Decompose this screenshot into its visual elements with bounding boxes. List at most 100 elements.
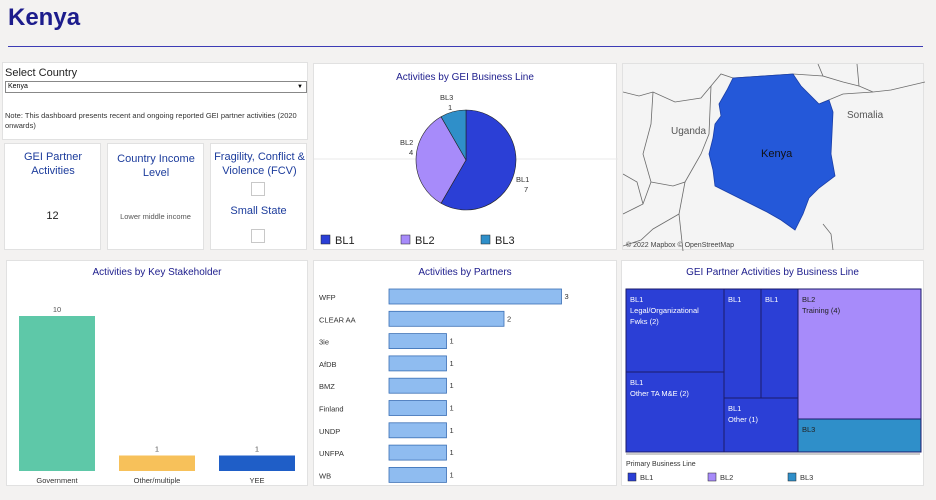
treemap-cell-other[interactable] — [723, 397, 799, 453]
partner-value-label: 1 — [450, 470, 454, 479]
stakeholder-category-label: Other/multiple — [134, 476, 181, 485]
stakeholder-category-label: Government — [36, 476, 78, 485]
partner-bar[interactable] — [388, 288, 562, 305]
partner-bar[interactable] — [388, 422, 447, 439]
kenya-region[interactable] — [708, 73, 836, 231]
pie-value-bl2: 4 — [409, 148, 413, 157]
treemap-text: BL1 — [765, 295, 778, 304]
pie-label-bl2: BL2 — [400, 138, 413, 147]
pie-value-bl3: 1 — [448, 103, 452, 112]
stakeholder-value-label: 10 — [53, 305, 61, 314]
kpi-title: Country Income Level — [117, 153, 195, 179]
partner-value-label: 1 — [450, 359, 454, 368]
map-label-kenya: Kenya — [761, 148, 793, 160]
partner-bar[interactable] — [388, 400, 447, 416]
country-borders — [623, 64, 925, 251]
partner-bar[interactable] — [388, 355, 447, 372]
map-card[interactable]: Uganda Somalia Kenya © 2022 Mapbox © Ope… — [622, 63, 925, 251]
treemap-legend-bl1: BL1 — [640, 473, 653, 482]
country-select[interactable]: Kenya ▼ — [5, 81, 307, 93]
partner-bar[interactable] — [388, 466, 447, 483]
partner-label: WB — [319, 471, 331, 480]
partner-value-label: 2 — [507, 314, 511, 323]
treemap-legend-swatch-bl3 — [787, 472, 797, 482]
legend-swatch-bl3 — [480, 234, 491, 245]
treemap-text: BL3 — [802, 425, 815, 434]
filter-label: Select Country — [5, 67, 78, 79]
filter-note: Note: This dashboard presents recent and… — [5, 111, 297, 130]
pie-card: Activities by GEI Business Line BL3 1 BL… — [313, 63, 618, 250]
treemap-cell-bl1-b[interactable] — [760, 288, 799, 399]
treemap-legend-swatch-bl1 — [627, 472, 637, 482]
partner-label: 3ie — [319, 338, 329, 347]
treemap-cell-training[interactable] — [797, 288, 922, 420]
stakeholder-bar[interactable] — [219, 455, 295, 472]
stakeholder-bar[interactable] — [19, 316, 95, 471]
partner-value-label: 1 — [450, 337, 454, 346]
stakeholder-title: Activities by Key Stakeholder — [92, 267, 222, 278]
partners-chart: WFP 3 CLEAR AA 2 3ie 1 AfDB 1 BMZ 1 Finland 1 UNDP 1 U… — [319, 288, 569, 483]
partner-label: BMZ — [319, 382, 335, 391]
treemap-text: Fwks (2) — [630, 317, 659, 326]
small-state-checkbox[interactable] — [251, 229, 265, 243]
treemap-legend-bl2: BL2 — [720, 473, 733, 482]
map-attribution: © 2022 Mapbox © OpenStreetMap — [626, 241, 734, 249]
stakeholder-bar[interactable] — [119, 455, 195, 472]
pie-title: Activities by GEI Business Line — [396, 72, 534, 83]
treemap-cell-legal[interactable] — [625, 288, 725, 373]
treemap-text: Legal/Organizational — [630, 306, 699, 315]
partner-label: WFP — [319, 293, 336, 302]
pie-label-bl3: BL3 — [440, 93, 453, 102]
legend-swatch-bl2 — [400, 234, 411, 245]
kpi-fcv-small-state: Fragility, Conflict & Violence (FCV) Sma… — [210, 143, 307, 250]
partner-value-label: 1 — [450, 404, 454, 413]
stakeholder-value-label: 1 — [155, 445, 159, 454]
partner-label: AfDB — [319, 360, 337, 369]
pie-label-bl1: BL1 — [516, 175, 529, 184]
partners-card: Activities by Partners WFP 3 CLEAR AA 2 3ie 1… — [313, 260, 617, 486]
chevron-down-icon: ▼ — [297, 84, 303, 90]
treemap-text: BL1 — [630, 378, 643, 387]
kenya-map[interactable]: Uganda Somalia Kenya © 2022 Mapbox © Ope… — [623, 64, 925, 251]
kpi-value: 12 — [46, 210, 59, 222]
partner-label: Finland — [319, 405, 344, 414]
treemap-cell-bl3[interactable] — [797, 418, 922, 453]
partner-label: UNDP — [319, 427, 340, 436]
treemap-cell-bl1-a[interactable] — [723, 288, 762, 399]
treemap-text: Other (1) — [728, 415, 759, 424]
pie-chart: BL3 1 BL2 4 BL1 7 BL1 BL2 BL3 — [314, 93, 618, 247]
fcv-checkbox[interactable] — [251, 182, 265, 196]
treemap-cell-other-ta[interactable] — [625, 371, 725, 453]
kpi-title: Fragility, Conflict & Violence (FCV) — [214, 151, 305, 177]
map-label-somalia: Somalia — [847, 110, 884, 121]
partner-value-label: 1 — [450, 448, 454, 457]
partner-bar[interactable] — [388, 377, 447, 394]
kpi-title: GEI Partner Activities — [23, 151, 83, 177]
country-filter-card: Select Country Kenya ▼ Note: This dashbo… — [2, 62, 308, 140]
treemap-text: BL1 — [728, 404, 741, 413]
kpi-partner-activities: GEI Partner Activities 12 — [4, 143, 101, 250]
stakeholder-chart: 10 Government 1 Other/multiple 1 YEE — [19, 305, 295, 485]
treemap-legend-title: Primary Business Line — [626, 461, 696, 468]
pie-slice-bl1[interactable] — [440, 109, 517, 211]
kpi-income-level: Country Income Level Lower middle income — [107, 143, 204, 250]
treemap-text: BL1 — [728, 295, 741, 304]
title-divider — [8, 46, 923, 47]
pie-value-bl1: 7 — [524, 185, 528, 194]
treemap-title: GEI Partner Activities by Business Line — [686, 267, 859, 278]
treemap-chart: BL1 Legal/Organizational Fwks (2) BL1 Ot… — [625, 288, 922, 482]
partner-bar[interactable] — [388, 444, 447, 461]
legend-label-bl3: BL3 — [495, 235, 515, 247]
partners-title: Activities by Partners — [418, 267, 512, 278]
pie-slice-bl3[interactable] — [440, 109, 467, 162]
stakeholder-category-label: YEE — [249, 476, 264, 485]
pie-slice-bl2[interactable] — [415, 116, 467, 204]
treemap-card: GEI Partner Activities by Business Line … — [621, 260, 924, 486]
legend-label-bl1: BL1 — [335, 235, 355, 247]
treemap-legend-bl3: BL3 — [800, 473, 813, 482]
partner-bar[interactable] — [388, 310, 505, 327]
map-label-uganda: Uganda — [671, 126, 706, 137]
legend-label-bl2: BL2 — [415, 235, 435, 247]
partner-bar[interactable] — [388, 333, 447, 349]
stakeholder-card: Activities by Key Stakeholder 10 Governme… — [6, 260, 308, 486]
